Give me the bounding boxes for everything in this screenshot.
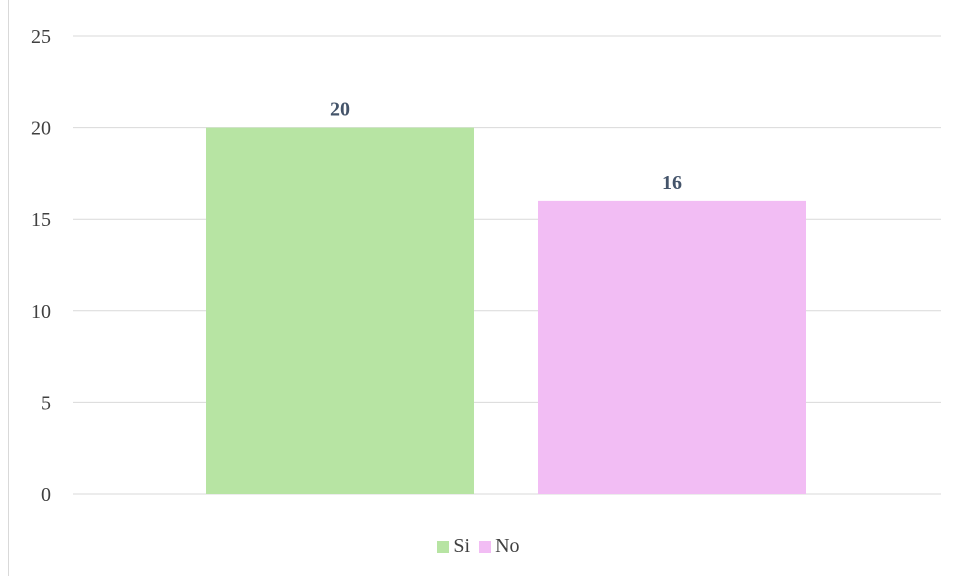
chart-border	[8, 0, 9, 576]
y-tick-label: 5	[41, 392, 51, 414]
bar-si	[206, 127, 474, 494]
data-label-si: 20	[330, 99, 350, 121]
gridlines	[73, 35, 941, 495]
y-tick-label: 15	[31, 209, 51, 231]
y-tick-label: 10	[31, 301, 51, 323]
y-tick-label: 25	[31, 26, 51, 48]
bar-no	[538, 200, 806, 494]
data-label-no: 16	[662, 172, 682, 194]
legend-item-no: No	[479, 535, 520, 558]
legend-swatch-si	[437, 540, 450, 553]
y-axis-ticks: 0 5 10 15 20 25	[31, 26, 51, 506]
legend-label-no: No	[495, 535, 520, 557]
y-tick-label: 0	[41, 484, 51, 506]
bars	[206, 127, 806, 494]
y-tick-label: 20	[31, 118, 51, 140]
legend-swatch-no	[479, 540, 492, 553]
legend: Si No	[0, 535, 957, 559]
legend-label-si: Si	[453, 535, 471, 557]
legend-item-si: Si	[437, 535, 470, 558]
